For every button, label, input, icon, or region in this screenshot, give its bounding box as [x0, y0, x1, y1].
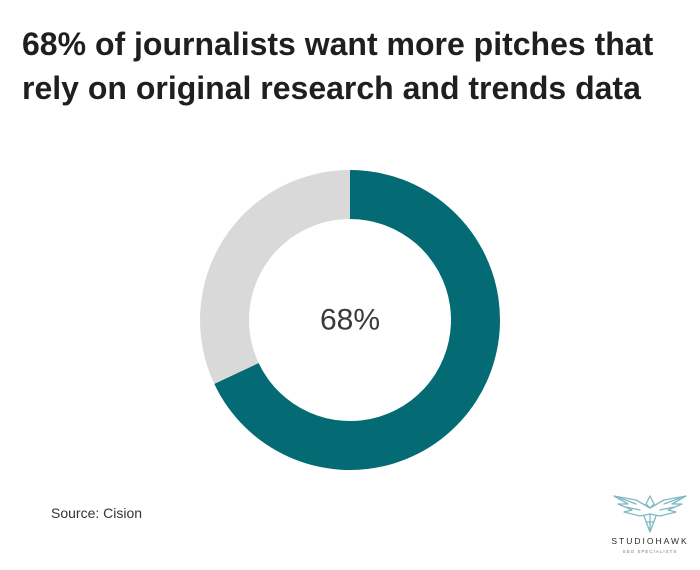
studiohawk-logo: STUDIOHAWK SEO SPECIALISTS [606, 490, 694, 566]
logo-name: STUDIOHAWK [611, 536, 689, 546]
donut-chart: 68% [190, 160, 510, 480]
donut-slice-1 [199, 170, 350, 384]
chart-title: 68% of journalists want more pitches tha… [22, 26, 654, 106]
center-value-label: 68% [320, 304, 380, 337]
donut-svg: 68% [199, 170, 500, 471]
hawk-icon [613, 495, 687, 533]
source-note: Source: Cision [51, 505, 143, 521]
logo-tagline: SEO SPECIALISTS [622, 549, 678, 554]
donut-slice-0 [214, 170, 500, 471]
